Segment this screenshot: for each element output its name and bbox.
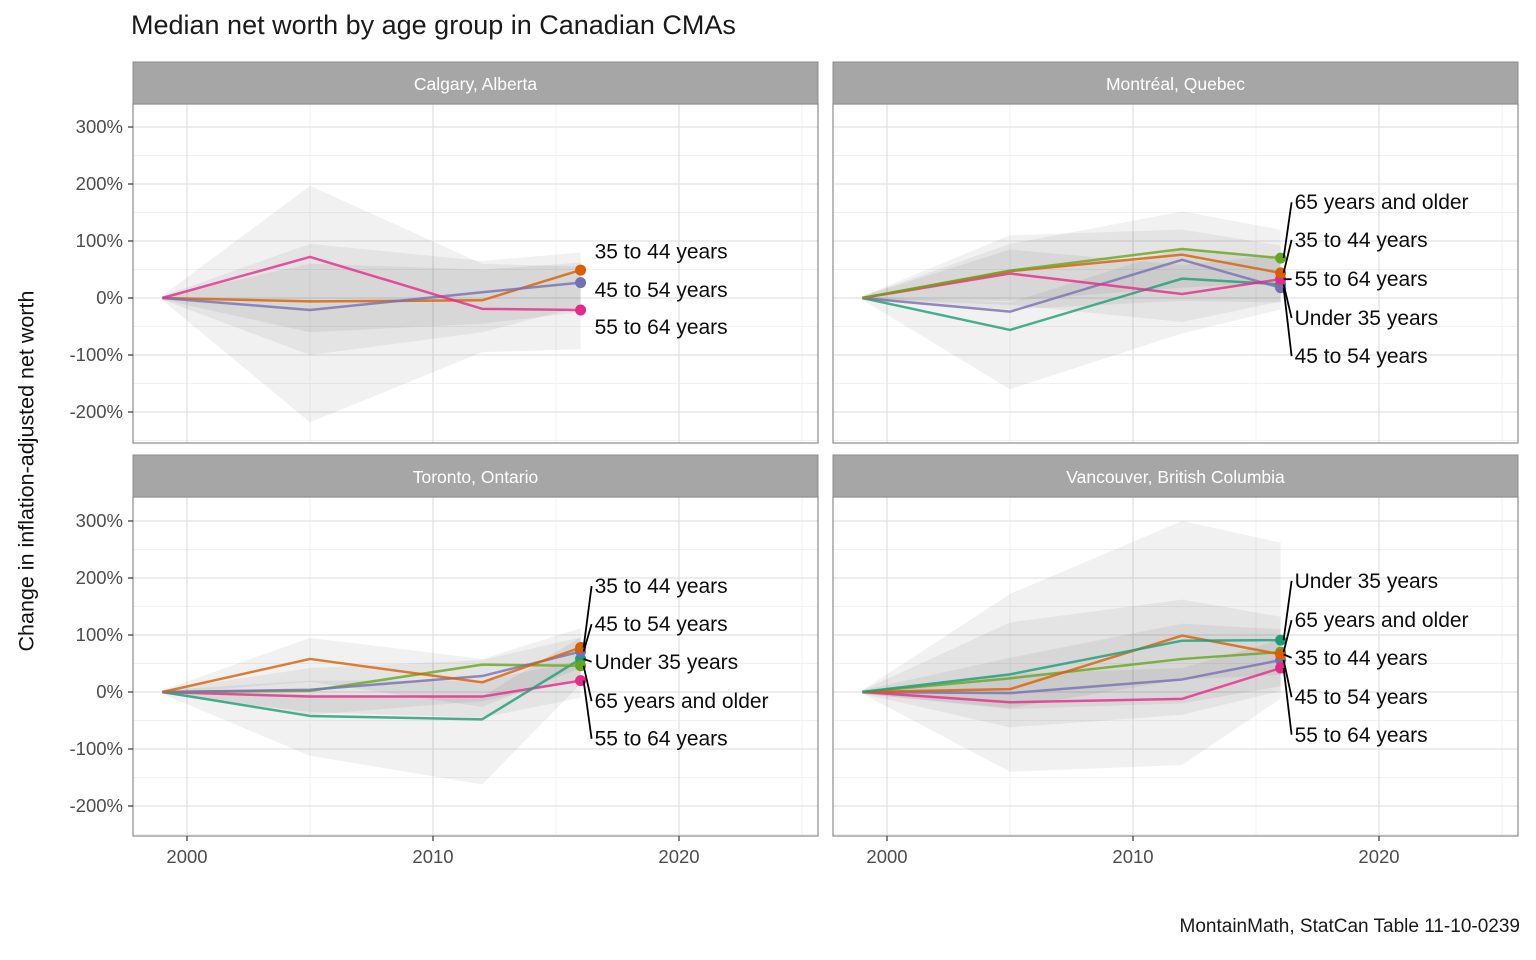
confidence-ribbon [162, 243, 581, 355]
label-leader-line [1283, 653, 1292, 659]
confidence-ribbon [862, 247, 1281, 390]
label-leader-line [1282, 659, 1293, 698]
facet-panel-1: 35 to 44 years 45 to 54 years 55 to 64 yea… [70, 61, 819, 444]
facet-panel-2: 65 years and older 35 to 44 years 55 to 64… [832, 61, 1519, 444]
confidence-ribbon [162, 262, 581, 333]
y-tick-label: 100% [76, 624, 123, 645]
label-leader-line [1282, 284, 1293, 319]
label-leader-line [582, 585, 593, 648]
label-leader-line [1282, 619, 1293, 653]
facet-panel-3: 35 to 44 years 45 to 54 years Under 35 yea… [70, 454, 819, 867]
y-tick-label: 0% [96, 681, 123, 702]
series-label: 55 to 64 years [1295, 268, 1428, 291]
facet-strip [832, 454, 1519, 498]
series-label: Under 35 years [1295, 570, 1439, 593]
label-leader-line [1282, 239, 1293, 274]
chart-title: Median net worth by age group in Canadia… [131, 10, 736, 40]
series-endpoint-dot [575, 277, 587, 289]
y-tick-label: -200% [70, 795, 123, 816]
series-label: 35 to 44 years [1295, 229, 1428, 252]
y-tick-label: 300% [76, 116, 123, 137]
series-endpoint-dot [575, 304, 587, 316]
facet-strip-title: Montréal, Quebec [1106, 74, 1245, 94]
confidence-ribbon [862, 623, 1281, 710]
series-line [862, 666, 1281, 704]
confidence-ribbon [862, 249, 1281, 322]
label-leader-line [583, 658, 592, 663]
facet-strip [832, 61, 1519, 105]
facet-strip-title: Calgary, Alberta [414, 74, 537, 94]
facet-strip-title: Toronto, Ontario [413, 467, 538, 487]
series-line [862, 247, 1281, 300]
x-tick-label: 2000 [166, 846, 207, 867]
series-label: 55 to 64 years [1295, 724, 1428, 747]
x-tick-label: 2000 [866, 846, 907, 867]
series-line [162, 281, 581, 312]
series-label: 45 to 54 years [595, 279, 728, 302]
label-leader-line [582, 623, 593, 652]
y-tick-label: 0% [96, 287, 123, 308]
series-label: 55 to 64 years [595, 728, 728, 751]
series-label: Under 35 years [1295, 307, 1439, 330]
confidence-ribbon [862, 639, 1281, 772]
x-tick-label: 2020 [658, 846, 699, 867]
confidence-ribbon [162, 660, 581, 718]
series-line [862, 258, 1281, 313]
series-label: Under 35 years [595, 651, 739, 674]
y-tick-label: 200% [76, 567, 123, 588]
series-line [862, 650, 1281, 694]
y-tick-label: 300% [76, 510, 123, 531]
chart-caption: MontainMath, StatCan Table 11-10-0239 [1179, 916, 1520, 937]
series-line [862, 634, 1281, 694]
series-line [162, 646, 582, 694]
facet-strip [132, 61, 819, 105]
x-tick-label: 2010 [412, 846, 453, 867]
series-label: 65 years and older [1295, 191, 1469, 214]
series-line [862, 277, 1281, 332]
series-line [162, 255, 581, 312]
label-leader-line [1282, 287, 1293, 357]
x-tick-label: 2020 [1358, 846, 1399, 867]
y-tick-label: -100% [70, 344, 123, 365]
x-tick-label: 2010 [1112, 846, 1153, 867]
confidence-ribbon [862, 521, 1281, 708]
series-label: 35 to 44 years [595, 575, 728, 598]
facet-strip-title: Vancouver, British Columbia [1066, 467, 1285, 487]
series-endpoint-dot [575, 264, 587, 276]
series-label: 45 to 54 years [595, 613, 728, 636]
confidence-ribbon [162, 637, 581, 785]
panel-background [833, 104, 1518, 443]
label-leader-line [1282, 202, 1293, 259]
series-label: 65 years and older [595, 690, 769, 713]
facet-strip [132, 454, 819, 498]
label-leader-line [1282, 580, 1293, 641]
y-tick-label: 200% [76, 173, 123, 194]
series-line [862, 658, 1281, 695]
series-label: 35 to 44 years [595, 240, 728, 263]
series-line [862, 638, 1281, 694]
series-label: 65 years and older [1295, 609, 1469, 632]
y-tick-label: -200% [70, 401, 123, 422]
y-axis-title: Change in inflation-adjusted net worth [14, 290, 39, 652]
series-label: 45 to 54 years [1295, 345, 1428, 368]
series-label: 35 to 44 years [1295, 647, 1428, 670]
facet-panel-4: Under 35 years 65 years and older 35 to 44… [832, 454, 1519, 867]
y-tick-label: -100% [70, 738, 123, 759]
label-leader-line [582, 680, 593, 739]
label-leader-line [1282, 667, 1293, 735]
series-label: 45 to 54 years [1295, 686, 1428, 709]
series-label: 55 to 64 years [595, 316, 728, 339]
series-line [162, 657, 582, 721]
panel-background [833, 497, 1518, 836]
label-leader-line [582, 665, 593, 702]
y-tick-label: 100% [76, 230, 123, 251]
